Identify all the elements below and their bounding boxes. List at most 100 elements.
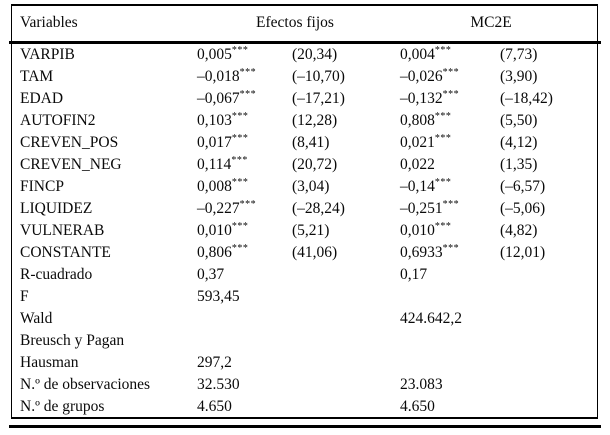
table-row: CREVEN_POS 0,017*** (8,41) 0,021*** (4,1… <box>0 132 610 154</box>
coef-efectos-fijos: 297,2 <box>197 354 232 371</box>
table-row: Wald 424.642,2 <box>0 308 610 330</box>
table-row: LIQUIDEZ –0,227*** (–28,24) –0,251*** (–… <box>0 198 610 220</box>
header-mc2e: MC2E <box>470 14 512 31</box>
coef-efectos-fijos: 0,806*** <box>197 243 249 262</box>
significance-stars: *** <box>442 243 460 254</box>
coef-mc2e: 0,021*** <box>400 133 452 152</box>
table-row: CREVEN_NEG 0,114*** (20,72) 0,022 (1,35) <box>0 154 610 176</box>
tstat-mc2e: (7,73) <box>500 46 538 63</box>
table-row: N.º de observaciones 32.530 23.083 <box>0 374 610 396</box>
coef-mc2e: 0,17 <box>400 266 428 283</box>
coef-mc2e: –0,026*** <box>400 67 460 86</box>
coef-mc2e: 23.083 <box>400 376 443 393</box>
header-efectos-fijos: Efectos fijos <box>256 14 334 31</box>
table-bottom-thick-rule <box>9 425 601 428</box>
table-row: VARPIB 0,005*** (20,34) 0,004*** (7,73) <box>0 44 610 66</box>
significance-stars: *** <box>434 111 452 122</box>
coef-mc2e: 0,808*** <box>400 111 452 130</box>
tstat-efectos-fijos: (20,34) <box>292 46 338 63</box>
significance-stars: *** <box>239 89 257 100</box>
table-top-rule <box>11 4 598 6</box>
tstat-mc2e: (4,82) <box>500 222 538 239</box>
table-row: R-cuadrado 0,37 0,17 <box>0 264 610 286</box>
tstat-mc2e: (–6,57) <box>500 178 546 195</box>
table-row: Breusch y Pagan <box>0 330 610 352</box>
significance-stars: *** <box>434 45 452 56</box>
coef-efectos-fijos: 0,008*** <box>197 177 249 196</box>
tstat-mc2e: (1,35) <box>500 156 538 173</box>
coef-efectos-fijos: 0,37 <box>197 266 225 283</box>
table-row: FINCP 0,008*** (3,04) –0,14*** (–6,57) <box>0 176 610 198</box>
significance-stars: *** <box>231 243 249 254</box>
row-label: N.º de grupos <box>20 398 105 415</box>
row-label: AUTOFIN2 <box>20 112 96 129</box>
coef-mc2e: –0,251*** <box>400 199 460 218</box>
significance-stars: *** <box>239 67 257 78</box>
table-row: EDAD –0,067*** (–17,21) –0,132*** (–18,4… <box>0 88 610 110</box>
significance-stars: *** <box>231 133 249 144</box>
row-label: VARPIB <box>20 46 75 63</box>
row-label: F <box>20 288 29 305</box>
tstat-mc2e: (4,12) <box>500 134 538 151</box>
row-label: FINCP <box>20 178 64 195</box>
tstat-mc2e: (–5,06) <box>500 200 546 217</box>
row-label: Hausman <box>20 354 79 371</box>
significance-stars: *** <box>442 67 460 78</box>
row-label: Breusch y Pagan <box>20 332 125 349</box>
significance-stars: *** <box>442 89 460 100</box>
table-row: N.º de grupos 4.650 4.650 <box>0 396 610 418</box>
coef-efectos-fijos: 0,103*** <box>197 111 249 130</box>
coef-efectos-fijos: –0,067*** <box>197 89 257 108</box>
header-bottom-rule <box>9 41 601 44</box>
coef-mc2e: 0,022 <box>400 156 435 173</box>
coef-efectos-fijos: 0,114*** <box>197 155 248 174</box>
table-left-border <box>11 4 12 419</box>
coef-mc2e: 0,6933*** <box>400 243 460 262</box>
tstat-mc2e: (12,01) <box>500 244 546 261</box>
header-variables: Variables <box>20 14 78 31</box>
tstat-mc2e: (3,90) <box>500 68 538 85</box>
tstat-mc2e: (5,50) <box>500 112 538 129</box>
row-label: CREVEN_NEG <box>20 156 122 173</box>
significance-stars: *** <box>231 111 249 122</box>
table-bottom-thin-rule <box>11 417 598 419</box>
tstat-mc2e: (–18,42) <box>500 90 553 107</box>
table-header-row: Variables Efectos fijos MC2E <box>0 4 610 41</box>
coef-efectos-fijos: 4.650 <box>197 398 232 415</box>
table-row: TAM –0,018*** (–10,70) –0,026*** (3,90) <box>0 66 610 88</box>
row-label: Wald <box>20 310 53 327</box>
tstat-efectos-fijos: (8,41) <box>292 134 330 151</box>
significance-stars: *** <box>231 221 249 232</box>
row-label: TAM <box>20 68 54 85</box>
tstat-efectos-fijos: (41,06) <box>292 244 338 261</box>
row-label: N.º de observaciones <box>20 376 151 393</box>
significance-stars: *** <box>434 177 452 188</box>
significance-stars: *** <box>231 45 249 56</box>
row-label: CREVEN_POS <box>20 134 119 151</box>
tstat-efectos-fijos: (12,28) <box>292 112 338 129</box>
table-row: Hausman 297,2 <box>0 352 610 374</box>
tstat-efectos-fijos: (20,72) <box>292 156 338 173</box>
coef-efectos-fijos: 0,010*** <box>197 221 249 240</box>
significance-stars: *** <box>434 221 452 232</box>
coef-efectos-fijos: 0,017*** <box>197 133 249 152</box>
tstat-efectos-fijos: (5,21) <box>292 222 330 239</box>
significance-stars: *** <box>434 133 452 144</box>
coef-mc2e: –0,14*** <box>400 177 452 196</box>
tstat-efectos-fijos: (–28,24) <box>292 200 345 217</box>
table-row: F 593,45 <box>0 286 610 308</box>
coef-mc2e: 0,004*** <box>400 45 452 64</box>
significance-stars: *** <box>231 155 248 166</box>
significance-stars: *** <box>231 177 249 188</box>
coef-efectos-fijos: 593,45 <box>197 288 240 305</box>
table-row: CONSTANTE 0,806*** (41,06) 0,6933*** (12… <box>0 242 610 264</box>
tstat-efectos-fijos: (3,04) <box>292 178 330 195</box>
coef-efectos-fijos: –0,018*** <box>197 67 257 86</box>
row-label: CONSTANTE <box>20 244 111 261</box>
coef-mc2e: 424.642,2 <box>400 310 462 327</box>
row-label: R-cuadrado <box>20 266 93 283</box>
coef-efectos-fijos: 0,005*** <box>197 45 249 64</box>
coef-efectos-fijos: –0,227*** <box>197 199 257 218</box>
table-right-border <box>597 4 598 419</box>
